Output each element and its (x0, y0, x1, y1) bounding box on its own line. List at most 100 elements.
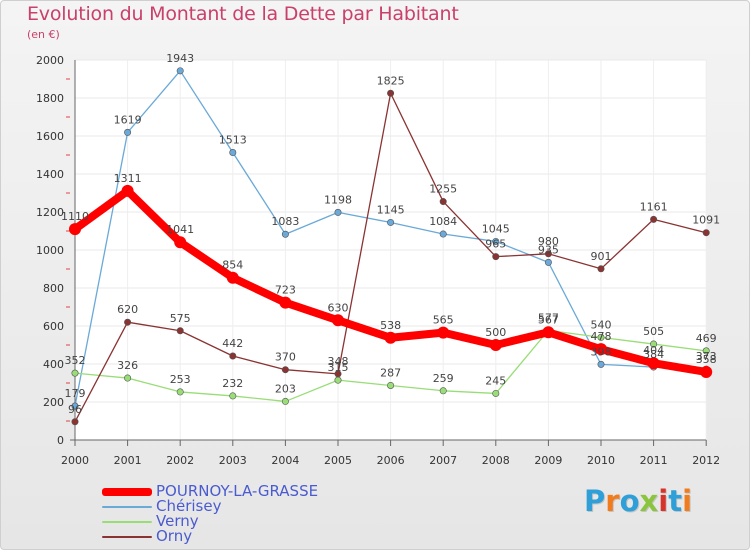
data-point (71, 418, 79, 426)
data-point (702, 347, 710, 355)
data-label: 203 (275, 382, 296, 395)
data-point (650, 215, 658, 223)
x-tick-label: 2010 (587, 454, 615, 467)
data-point (387, 89, 395, 97)
logo-letter: t (668, 484, 683, 518)
chart-title: Evolution du Montant de la Dette par Hab… (27, 3, 459, 25)
legend-label: Orny (156, 527, 193, 545)
y-tick-label: 0 (57, 434, 64, 447)
data-point (229, 392, 237, 400)
data-point (597, 333, 605, 341)
x-tick-label: 2012 (692, 454, 720, 467)
data-label: 980 (538, 235, 559, 248)
data-label: 1083 (271, 215, 299, 228)
x-tick-label: 2008 (482, 454, 510, 467)
x-tick-label: 2007 (429, 454, 457, 467)
data-label: 901 (591, 250, 612, 263)
data-label: 1619 (114, 113, 142, 126)
data-label: 1091 (692, 214, 720, 227)
data-point (492, 253, 500, 261)
data-label: 540 (591, 318, 612, 331)
data-point (71, 402, 79, 410)
data-point (124, 374, 132, 382)
x-tick-label: 2004 (271, 454, 299, 467)
data-label: 245 (485, 374, 506, 387)
logo-letter: i (682, 484, 693, 518)
data-point (281, 230, 289, 238)
data-label: 1045 (482, 222, 510, 235)
data-point (544, 258, 552, 266)
data-label: 1825 (377, 74, 405, 87)
data-point (69, 223, 81, 236)
data-label: 538 (380, 319, 401, 332)
data-label: 373 (696, 350, 717, 363)
logo-letter: o (619, 484, 640, 518)
x-tick-label: 2011 (640, 454, 668, 467)
data-label: 1198 (324, 193, 352, 206)
legend-label: POURNOY-LA-GRASSE (156, 482, 319, 500)
data-point (700, 365, 713, 378)
data-label: 577 (538, 311, 559, 324)
data-point (334, 376, 342, 384)
data-point (437, 326, 450, 339)
y-tick-label: 1400 (36, 168, 64, 181)
data-label: 1255 (429, 183, 457, 196)
data-label: 505 (643, 325, 664, 338)
data-point (334, 370, 342, 378)
y-tick-label: 1600 (36, 130, 64, 143)
y-tick-label: 2000 (36, 54, 64, 67)
data-point (176, 67, 184, 75)
data-point (124, 318, 132, 326)
logo-letter: x (639, 484, 659, 518)
data-label: 404 (643, 344, 664, 357)
data-point (439, 387, 447, 395)
data-label: 326 (117, 359, 138, 372)
x-tick-label: 2002 (166, 454, 194, 467)
line-chart: 0 200 400 600 800 1000 1200 1400 1600 1800 2000 200… (36, 52, 720, 467)
data-label: 575 (170, 312, 191, 325)
data-point (492, 237, 500, 245)
y-tick-label: 200 (43, 396, 64, 409)
data-point (281, 366, 289, 374)
data-point (229, 149, 237, 157)
data-point (332, 314, 344, 327)
data-point (542, 326, 555, 339)
x-tick-label: 2009 (534, 454, 562, 467)
y-tick-label: 400 (43, 358, 64, 371)
legend-swatch (102, 488, 152, 496)
data-point (176, 327, 184, 335)
data-label: 384 (643, 348, 664, 361)
data-point (174, 236, 187, 249)
logo-letter: i (658, 484, 669, 518)
data-label: 96 (68, 403, 82, 416)
data-label: 1513 (219, 134, 247, 147)
x-tick-label: 2000 (61, 454, 89, 467)
legend-swatch (102, 506, 152, 508)
legend-label: Verny (156, 512, 199, 530)
x-tick-label: 2005 (324, 454, 352, 467)
data-point (597, 265, 605, 273)
data-point (489, 339, 502, 351)
data-label: 1311 (114, 172, 142, 185)
data-point (387, 381, 395, 389)
y-tick-label: 1000 (36, 244, 64, 257)
data-label: 965 (485, 238, 506, 251)
data-point (226, 271, 239, 284)
chart-subtitle: (en €) (27, 28, 60, 41)
x-tick-label: 2006 (377, 454, 405, 467)
data-point (439, 198, 447, 206)
legend-swatch (102, 536, 152, 538)
data-label: 478 (591, 330, 612, 343)
data-point (439, 230, 447, 238)
data-label: 1161 (640, 200, 668, 213)
data-label: 500 (485, 326, 506, 339)
data-label: 565 (433, 314, 454, 327)
data-point (384, 331, 397, 344)
y-tick-label: 800 (43, 282, 64, 295)
data-label: 398 (591, 345, 612, 358)
data-label: 1084 (429, 215, 457, 228)
data-label: 567 (538, 313, 559, 326)
data-point (650, 340, 658, 348)
data-point (647, 357, 660, 370)
x-tick-label: 2001 (114, 454, 142, 467)
